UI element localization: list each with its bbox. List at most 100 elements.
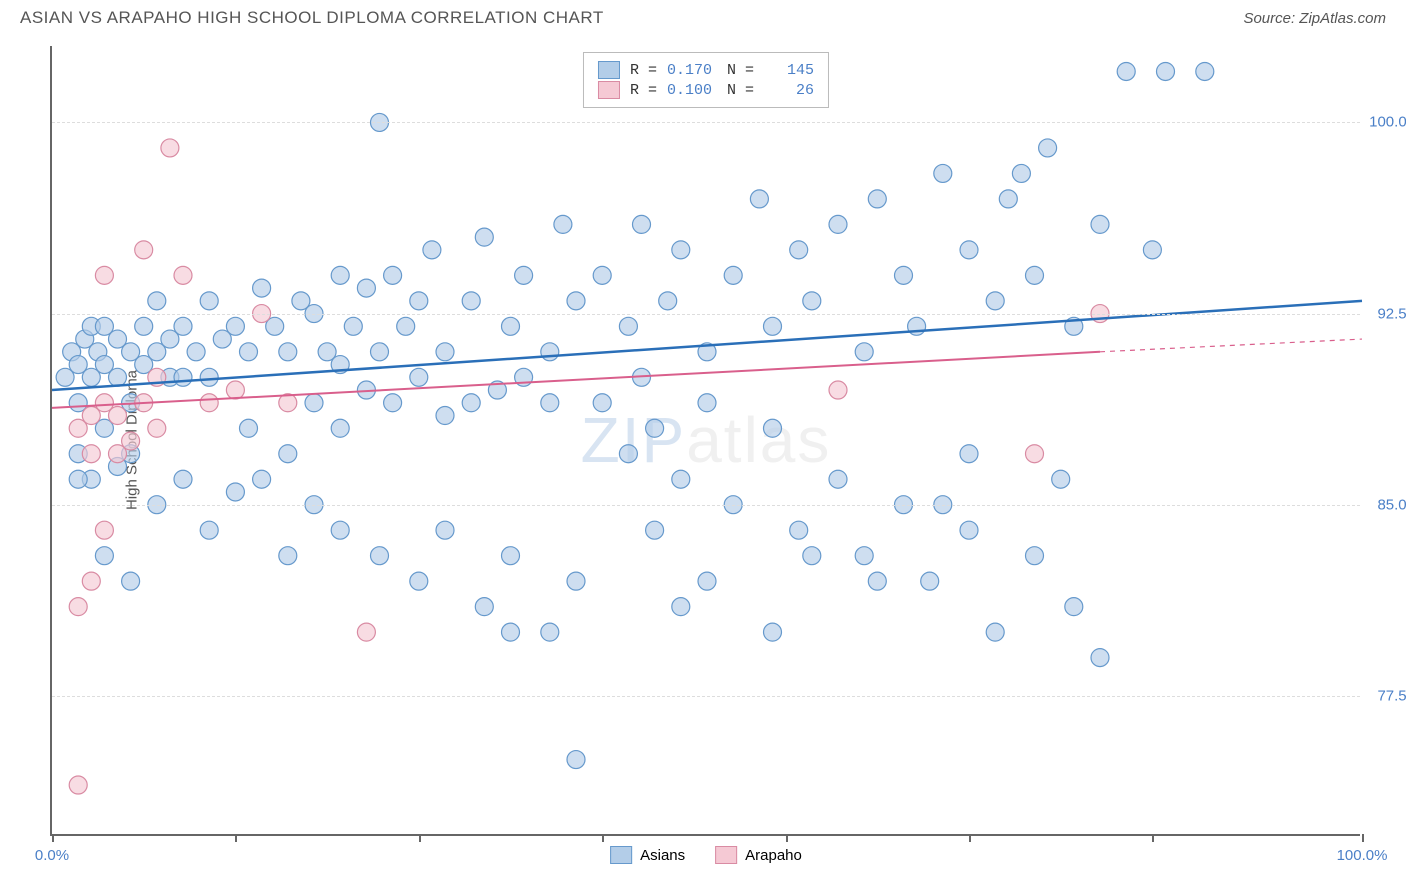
legend-row: R = 0.170 N = 145 bbox=[598, 61, 814, 79]
data-point bbox=[698, 394, 716, 412]
data-point bbox=[174, 470, 192, 488]
data-point bbox=[724, 266, 742, 284]
x-tick bbox=[235, 834, 237, 842]
data-point bbox=[279, 547, 297, 565]
legend-r-label: R = bbox=[630, 62, 657, 79]
plot-svg bbox=[52, 46, 1360, 834]
data-point bbox=[109, 368, 127, 386]
data-point bbox=[135, 317, 153, 335]
data-point bbox=[305, 394, 323, 412]
data-point bbox=[69, 598, 87, 616]
data-point bbox=[829, 381, 847, 399]
y-tick-label: 100.0% bbox=[1369, 114, 1406, 131]
data-point bbox=[436, 521, 454, 539]
data-point bbox=[803, 547, 821, 565]
legend-series: AsiansArapaho bbox=[610, 846, 802, 864]
data-point bbox=[619, 317, 637, 335]
x-tick bbox=[52, 834, 54, 842]
data-point bbox=[371, 343, 389, 361]
data-point bbox=[410, 292, 428, 310]
data-point bbox=[423, 241, 441, 259]
data-point bbox=[1012, 164, 1030, 182]
data-point bbox=[357, 279, 375, 297]
data-point bbox=[790, 521, 808, 539]
data-point bbox=[200, 292, 218, 310]
data-point bbox=[161, 139, 179, 157]
source-label: Source: ZipAtlas.com bbox=[1243, 10, 1386, 27]
data-point bbox=[82, 445, 100, 463]
data-point bbox=[855, 547, 873, 565]
data-point bbox=[1143, 241, 1161, 259]
data-point bbox=[921, 572, 939, 590]
data-point bbox=[148, 292, 166, 310]
data-point bbox=[1117, 62, 1135, 80]
legend-n-label: N = bbox=[727, 82, 754, 99]
data-point bbox=[109, 407, 127, 425]
data-point bbox=[410, 572, 428, 590]
data-point bbox=[672, 241, 690, 259]
legend-r-value: 0.170 bbox=[667, 62, 717, 79]
data-point bbox=[646, 419, 664, 437]
data-point bbox=[764, 419, 782, 437]
x-tick bbox=[786, 834, 788, 842]
data-point bbox=[135, 241, 153, 259]
data-point bbox=[960, 445, 978, 463]
data-point bbox=[1026, 547, 1044, 565]
x-tick bbox=[602, 834, 604, 842]
data-point bbox=[502, 317, 520, 335]
data-point bbox=[934, 164, 952, 182]
x-tick bbox=[969, 834, 971, 842]
data-point bbox=[200, 394, 218, 412]
data-point bbox=[541, 343, 559, 361]
data-point bbox=[999, 190, 1017, 208]
data-point bbox=[109, 445, 127, 463]
data-point bbox=[868, 190, 886, 208]
x-tick-label: 100.0% bbox=[1337, 847, 1388, 864]
data-point bbox=[593, 394, 611, 412]
data-point bbox=[200, 521, 218, 539]
data-point bbox=[515, 266, 533, 284]
data-point bbox=[95, 521, 113, 539]
data-point bbox=[462, 394, 480, 412]
data-point bbox=[226, 483, 244, 501]
chart-area: High School Diploma ZIPatlas R =0.170N =… bbox=[50, 46, 1360, 836]
data-point bbox=[226, 381, 244, 399]
gridline bbox=[52, 122, 1360, 123]
data-point bbox=[567, 751, 585, 769]
data-point bbox=[502, 623, 520, 641]
legend-r-value: 0.100 bbox=[667, 82, 717, 99]
legend-item: Asians bbox=[610, 846, 685, 864]
data-point bbox=[1026, 266, 1044, 284]
data-point bbox=[226, 317, 244, 335]
x-tick bbox=[1152, 834, 1154, 842]
legend-n-value: 145 bbox=[764, 62, 814, 79]
gridline bbox=[52, 696, 1360, 697]
data-point bbox=[384, 394, 402, 412]
data-point bbox=[646, 521, 664, 539]
data-point bbox=[95, 266, 113, 284]
data-point bbox=[1196, 62, 1214, 80]
data-point bbox=[541, 623, 559, 641]
data-point bbox=[253, 470, 271, 488]
data-point bbox=[436, 343, 454, 361]
data-point bbox=[1052, 470, 1070, 488]
legend-swatch bbox=[610, 846, 632, 864]
legend-correlation: R =0.170N =145R =0.100N =26 bbox=[583, 52, 829, 108]
legend-n-label: N = bbox=[727, 62, 754, 79]
data-point bbox=[672, 470, 690, 488]
data-point bbox=[82, 407, 100, 425]
data-point bbox=[187, 343, 205, 361]
data-point bbox=[1039, 139, 1057, 157]
data-point bbox=[829, 215, 847, 233]
data-point bbox=[462, 292, 480, 310]
legend-swatch bbox=[598, 61, 620, 79]
data-point bbox=[764, 317, 782, 335]
data-point bbox=[502, 547, 520, 565]
data-point bbox=[698, 572, 716, 590]
data-point bbox=[344, 317, 362, 335]
gridline bbox=[52, 505, 1360, 506]
chart-title: ASIAN VS ARAPAHO HIGH SCHOOL DIPLOMA COR… bbox=[20, 8, 604, 28]
legend-row: R =0.100N =26 bbox=[598, 81, 814, 99]
data-point bbox=[1157, 62, 1175, 80]
data-point bbox=[174, 368, 192, 386]
